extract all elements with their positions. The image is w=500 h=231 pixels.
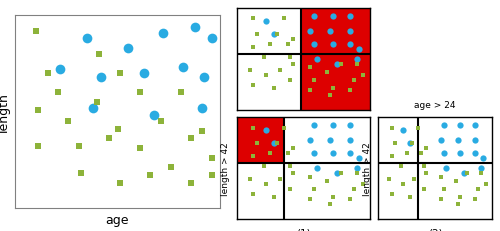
Bar [237, 118, 284, 164]
Text: age > 24: age > 24 [414, 101, 456, 110]
Text: length > 42: length > 42 [222, 142, 230, 195]
X-axis label: age: age [106, 213, 129, 226]
Text: length > 42: length > 42 [364, 142, 372, 195]
Text: (1): (1) [296, 228, 311, 231]
Text: (2): (2) [428, 228, 442, 231]
Text: age > 34: age > 34 [282, 119, 325, 128]
Bar [301, 9, 370, 111]
Y-axis label: length: length [0, 92, 10, 132]
